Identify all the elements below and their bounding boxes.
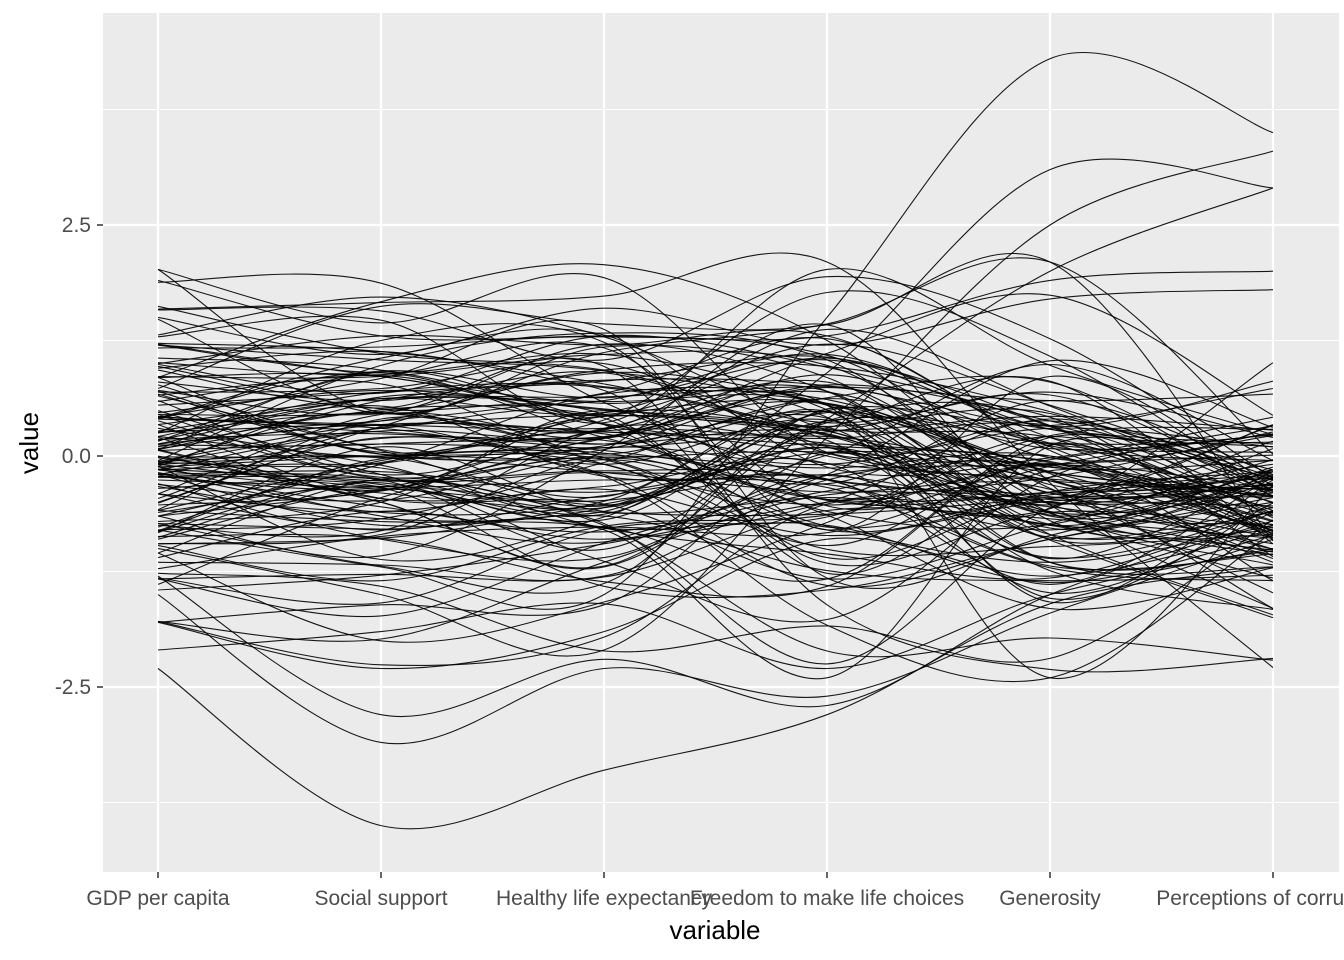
plot-panel — [103, 13, 1339, 872]
series-line — [157, 413, 1274, 575]
series-line — [157, 425, 1274, 601]
series-line — [157, 374, 1274, 511]
series-line — [157, 329, 1274, 522]
series-line — [157, 473, 1274, 562]
x-axis-title: variable — [669, 915, 760, 945]
series-line — [157, 336, 1274, 462]
series-line — [157, 344, 1274, 571]
series-line — [157, 393, 1274, 499]
series-line — [157, 416, 1274, 569]
series-line — [157, 443, 1274, 598]
x-tick-label: Healthy life expectancy — [496, 887, 712, 910]
series-line — [157, 328, 1274, 497]
series-line — [157, 443, 1274, 610]
x-tick-label: Social support — [314, 887, 447, 910]
series-line — [157, 454, 1274, 535]
series-line — [157, 268, 1274, 436]
series-line — [157, 409, 1274, 567]
series-line — [157, 433, 1274, 570]
series-line — [157, 463, 1274, 580]
series-line — [157, 305, 1274, 439]
series-line — [157, 409, 1274, 515]
y-tick-label: 2.5 — [62, 214, 91, 237]
series-line — [157, 296, 1274, 529]
series-line — [157, 376, 1274, 505]
series-line — [157, 360, 1274, 490]
series-line — [157, 450, 1274, 497]
series-line — [157, 429, 1274, 527]
series-line — [157, 323, 1274, 531]
series-line — [157, 520, 1274, 717]
series-line — [157, 426, 1274, 605]
y-tick-label: -2.5 — [55, 676, 91, 699]
series-line — [157, 290, 1274, 493]
y-tick-label: 0.0 — [62, 445, 91, 468]
series-line — [157, 547, 1274, 670]
series-line — [157, 393, 1274, 530]
series-line — [157, 507, 1274, 582]
series-lines — [157, 52, 1274, 830]
series-line — [157, 459, 1274, 563]
series-line — [157, 252, 1274, 542]
y-axis: -2.5 0.0 2.5 — [55, 214, 103, 699]
series-line — [157, 363, 1274, 503]
x-axis: GDP per capita Social support Healthy life… — [86, 872, 1344, 910]
series-line — [157, 263, 1274, 609]
series-line — [157, 436, 1274, 643]
series-line — [157, 410, 1274, 523]
series-line — [157, 289, 1274, 355]
series-line — [157, 566, 1274, 830]
series-line — [157, 436, 1274, 557]
series-line — [157, 433, 1274, 582]
series-line — [157, 150, 1274, 657]
series-line — [157, 427, 1274, 585]
series-line — [157, 455, 1274, 609]
series-line — [157, 398, 1274, 531]
series-line — [157, 379, 1274, 506]
series-line — [157, 422, 1274, 504]
series-line — [157, 473, 1274, 585]
series-line — [157, 359, 1274, 618]
y-axis-title: value — [14, 412, 44, 474]
series-line — [157, 323, 1274, 559]
series-line — [157, 273, 1274, 538]
x-tick-label: Freedom to make life choices — [690, 887, 964, 910]
series-line — [157, 268, 1274, 566]
series-line — [157, 350, 1274, 560]
series-line — [157, 519, 1274, 663]
series-line — [157, 436, 1274, 680]
series-line — [157, 372, 1274, 553]
series-line — [157, 355, 1274, 428]
series-line — [157, 365, 1274, 560]
x-tick-label: Perceptions of corruption — [1156, 887, 1344, 910]
series-line — [157, 410, 1274, 616]
series-line — [157, 451, 1274, 582]
x-tick-label: Generosity — [999, 887, 1101, 910]
series-line — [157, 497, 1274, 667]
series-line — [157, 357, 1274, 533]
series-line — [157, 416, 1274, 533]
series-line — [157, 257, 1274, 455]
series-line — [157, 384, 1274, 683]
series-line — [157, 463, 1274, 582]
series-line — [157, 538, 1274, 745]
series-line — [157, 252, 1274, 669]
x-tick-label: GDP per capita — [86, 887, 230, 910]
series-line — [157, 395, 1274, 619]
series-line — [157, 514, 1274, 582]
series-line — [157, 382, 1274, 560]
